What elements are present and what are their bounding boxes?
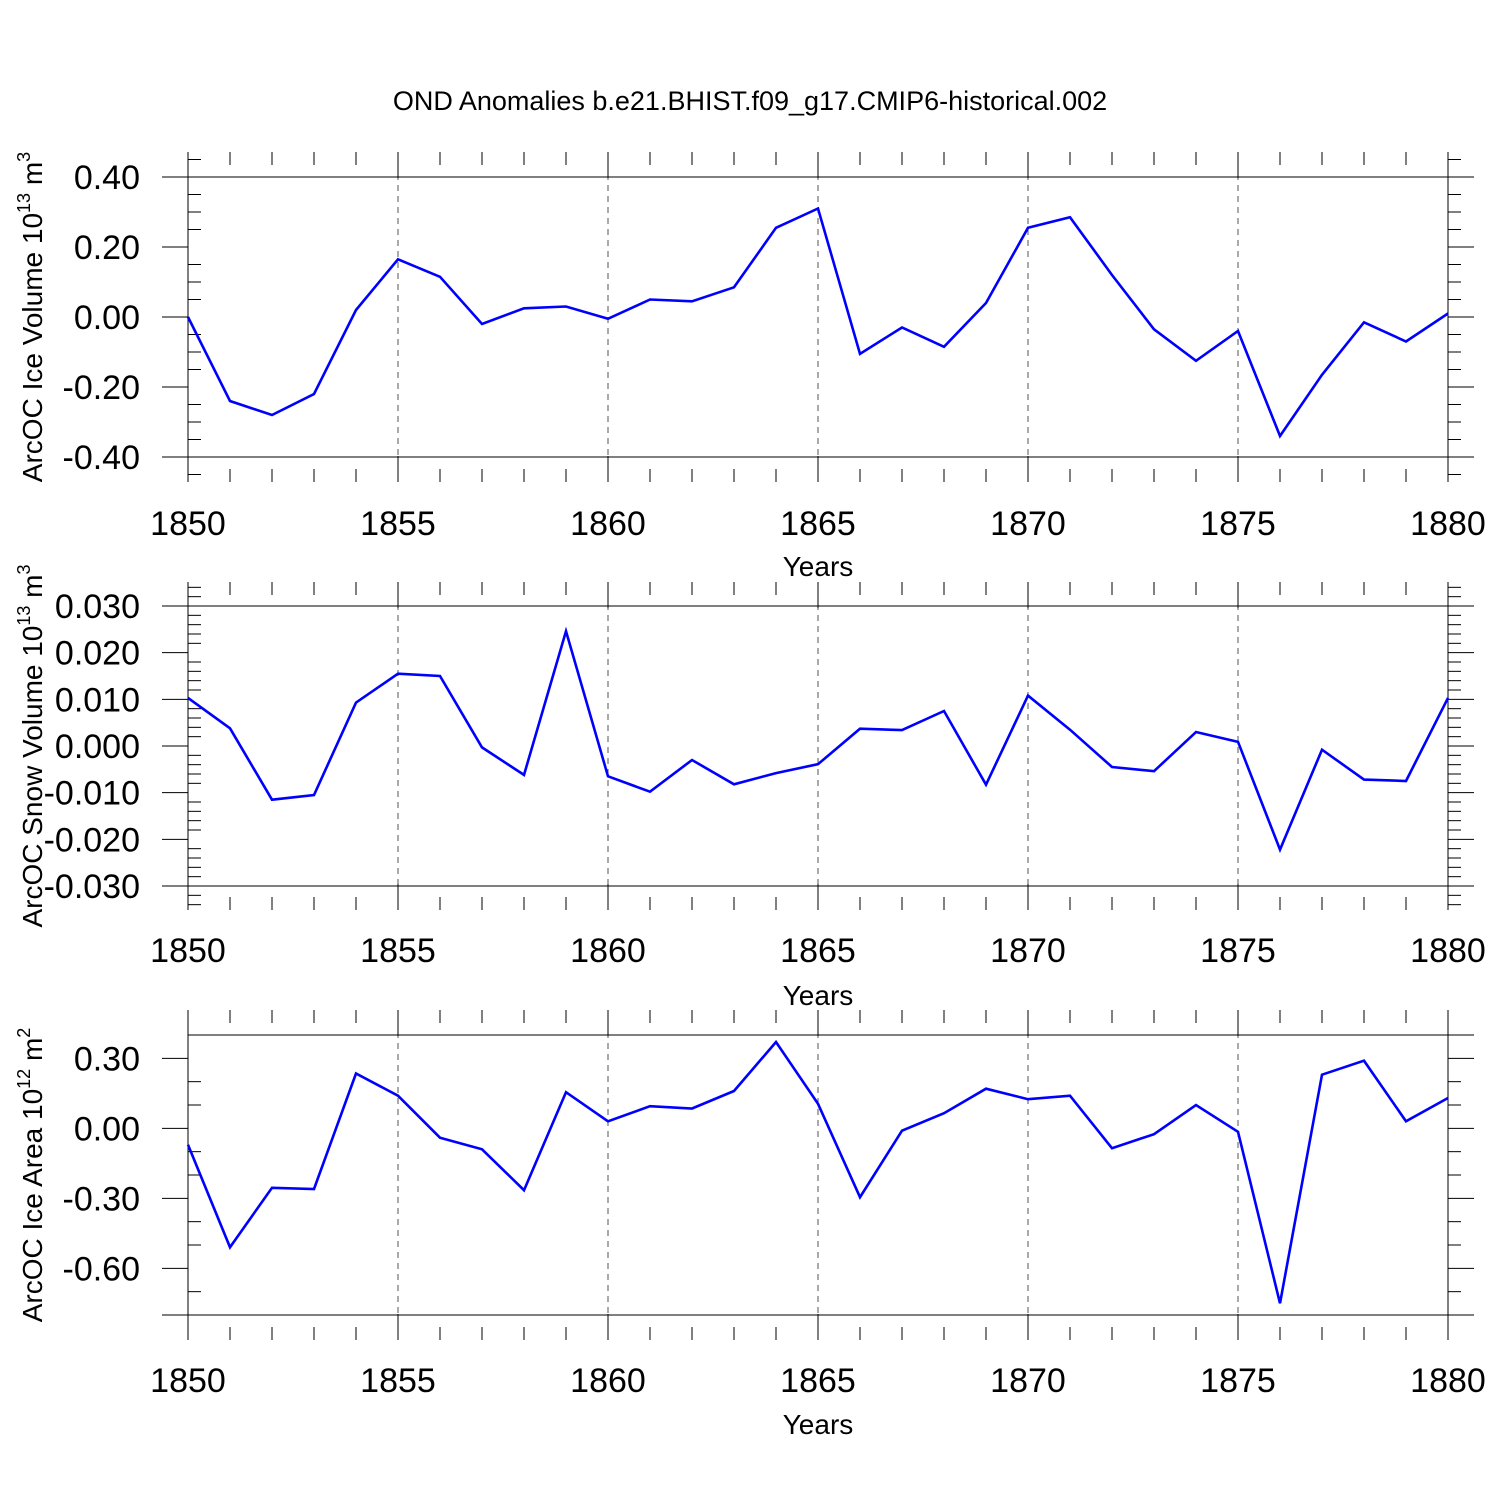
y-tick-label: 0.40 [74,159,140,197]
chart-panel-1: 1850 1855 1860 1865 1870 1875 1880 -0.40 -0.20 0.… [14,152,1486,582]
series-line-snow-volume [187,626,1450,854]
series-line-ice-volume [186,206,1449,439]
y-tick-label: 0.030 [55,588,140,626]
y-tick-label: -0.030 [44,868,140,906]
x-tick-label: 1855 [360,505,436,543]
x-tick-label: 1860 [570,932,646,970]
y-tick-label: 0.00 [74,1110,140,1148]
x-axis-title: Years [783,980,854,1011]
x-tick-label: 1880 [1410,1362,1486,1400]
x-tick-label: 1860 [570,1362,646,1400]
figure-title: OND Anomalies b.e21.BHIST.f09_g17.CMIP6-… [393,86,1107,116]
x-tick-label: 1865 [780,1362,856,1400]
x-tick-label: 1875 [1200,932,1276,970]
y-tick-label: -0.40 [63,439,141,477]
x-tick-label: 1850 [150,505,226,543]
series-line-ice-area [186,1039,1449,1304]
y-axis-title-unit: m [17,162,48,193]
y-axis-title-unit-exponent: 3 [14,564,34,574]
x-tick-label: 1855 [360,932,436,970]
y-tick-label: -0.60 [63,1250,141,1288]
x-tick-label: 1865 [780,505,856,543]
x-tick-label: 1870 [990,1362,1066,1400]
chart-panel-3: 1850 1855 1860 1865 1870 1875 1880 -0.60 -0.30 0.… [14,1010,1486,1440]
y-axis-title-unit-exponent: 2 [14,1028,34,1038]
x-tick-label: 1875 [1200,1362,1276,1400]
y-tick-label: 0.010 [55,681,140,719]
y-axis-title-exponent: 13 [14,193,34,213]
x-tick-label: 1855 [360,1362,436,1400]
chart-panel-2: 1850 1855 1860 1865 1870 1875 1880 -0.030 -0.020… [14,564,1486,1011]
y-tick-label: -0.010 [44,775,140,813]
y-tick-label: -0.20 [63,369,141,407]
x-tick-label: 1865 [780,932,856,970]
x-axis-title: Years [783,551,854,582]
x-tick-label: 1850 [150,932,226,970]
y-axis-title-unit-exponent: 3 [14,152,34,162]
y-axis-title-base: ArcOC Snow Volume 10 [17,626,48,928]
x-tick-label: 1880 [1410,932,1486,970]
y-tick-label: 0.20 [74,229,140,267]
y-tick-label: -0.30 [63,1180,141,1218]
y-axis-title: ArcOC Ice Area 1012 m2 [14,1028,48,1323]
y-axis-title: ArcOC Ice Volume 1013 m3 [14,152,48,482]
y-tick-label: 0.000 [55,728,140,766]
y-axis-title-exponent: 13 [14,606,34,626]
x-tick-label: 1870 [990,932,1066,970]
x-axis-title: Years [783,1409,854,1440]
y-tick-label: -0.020 [44,821,140,859]
y-axis-title-base: ArcOC Ice Area 10 [17,1089,48,1322]
y-axis-title-base: ArcOC Ice Volume 10 [17,213,48,482]
y-axis-title: ArcOC Snow Volume 1013 m3 [14,564,48,927]
x-tick-label: 1850 [150,1362,226,1400]
y-tick-label: 0.020 [55,635,140,673]
y-tick-label: 0.00 [74,299,140,337]
x-tick-label: 1880 [1410,505,1486,543]
y-axis-title-unit: m [17,574,48,605]
x-tick-label: 1870 [990,505,1066,543]
y-axis-title-unit: m [17,1038,48,1069]
chart-panels: 1850 1855 1860 1865 1870 1875 1880 -0.40 -0.20 0.… [14,152,1486,1440]
y-axis-title-exponent: 12 [14,1069,34,1089]
y-tick-label: 0.30 [74,1040,140,1078]
x-tick-label: 1860 [570,505,646,543]
x-tick-label: 1875 [1200,505,1276,543]
